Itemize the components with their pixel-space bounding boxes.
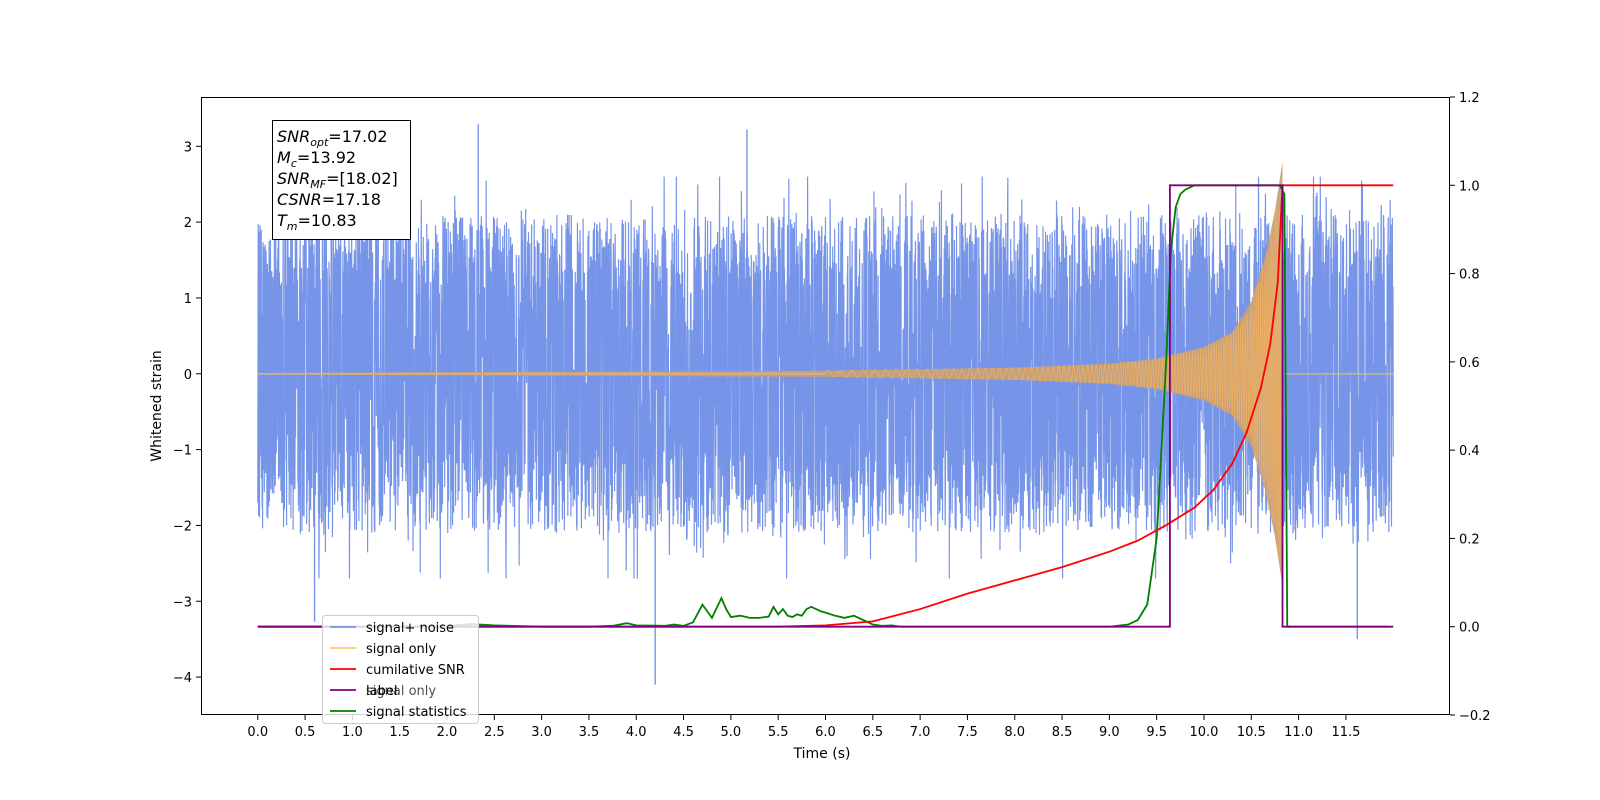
info-box-line: Tm=10.83 xyxy=(277,211,357,233)
y-tick-label: 0 xyxy=(184,368,192,383)
y-tick-label: −3 xyxy=(173,595,192,610)
y2-tick-label: 0.4 xyxy=(1459,444,1480,459)
x-tick-label: 6.5 xyxy=(862,725,883,740)
y2-tick-label: 1.0 xyxy=(1459,179,1480,194)
info-box-line: SNRMF=[18.02] xyxy=(277,169,398,191)
x-tick-label: 4.0 xyxy=(626,725,647,740)
y2-tick-label: 0.6 xyxy=(1459,356,1480,371)
x-tick-label: 6.0 xyxy=(815,725,836,740)
x-tick-label: 7.5 xyxy=(957,725,978,740)
y-tick-label: 1 xyxy=(184,292,192,307)
x-tick-label: 7.0 xyxy=(910,725,931,740)
y-axis-left: 3 2 1 0 −1 −2 −3 −4 xyxy=(173,140,201,686)
x-tick-label: 3.0 xyxy=(531,725,552,740)
y-tick-label: −2 xyxy=(173,519,192,534)
x-tick-label: 4.5 xyxy=(673,725,694,740)
legend-label: signal statistics xyxy=(366,705,467,720)
info-box: SNRopt=17.02Mc=13.92SNRMF=[18.02]CSNR=17… xyxy=(272,120,411,240)
y-tick-label: −1 xyxy=(173,444,192,459)
info-box-line: SNRopt=17.02 xyxy=(277,127,388,149)
legend-label: signal only xyxy=(366,642,436,657)
x-axis: 0.0 0.5 1.0 1.5 2.0 2.5 3.0 3.5 4.0 4.5 5.0 5.5 6.0 6… xyxy=(247,715,1360,740)
y2-tick-label: 0.0 xyxy=(1459,621,1480,636)
legend-label: label xyxy=(366,684,397,699)
x-tick-label: 9.5 xyxy=(1146,725,1167,740)
y2-tick-label: 0.8 xyxy=(1459,268,1480,283)
x-tick-label: 2.5 xyxy=(484,725,505,740)
legend-label: cumilative SNR xyxy=(366,663,465,678)
y2-tick-label: −0.2 xyxy=(1459,709,1491,724)
plot-frame xyxy=(201,97,1450,715)
y2-tick-label: 1.2 xyxy=(1459,91,1480,106)
x-tick-label: 0.5 xyxy=(295,725,316,740)
signal-only-line xyxy=(825,176,1283,567)
x-tick-label: 11.5 xyxy=(1331,725,1360,740)
x-tick-label: 5.0 xyxy=(721,725,742,740)
x-tick-label: 1.0 xyxy=(342,725,363,740)
x-tick-label: 11.0 xyxy=(1284,725,1313,740)
x-tick-label: 2.0 xyxy=(437,725,458,740)
label-line xyxy=(257,184,1394,628)
x-tick-label: 1.5 xyxy=(389,725,410,740)
legend-ghost-label: signal only xyxy=(366,684,436,699)
legend-label: signal+ noise xyxy=(366,621,454,636)
y-tick-label: −4 xyxy=(173,671,192,686)
info-box-frame xyxy=(272,120,411,240)
x-tick-label: 10.0 xyxy=(1190,725,1219,740)
info-box-line: CSNR=17.18 xyxy=(277,190,381,209)
legend-frame xyxy=(322,615,479,724)
x-tick-label: 3.5 xyxy=(579,725,600,740)
x-tick-label: 8.0 xyxy=(1004,725,1025,740)
info-box-line: Mc=13.92 xyxy=(277,148,356,170)
x-axis-label: Time (s) xyxy=(793,746,851,762)
y-axis-right: 1.2 1.0 0.8 0.6 0.4 0.2 0.0 −0.2 xyxy=(1450,91,1491,724)
legend: signal+ noise signal only cumilative SNR la… xyxy=(322,615,479,724)
x-tick-label: 0.0 xyxy=(247,725,268,740)
y-axis-label: Whitened strain xyxy=(149,350,165,461)
x-tick-label: 5.5 xyxy=(768,725,789,740)
x-tick-label: 10.5 xyxy=(1237,725,1266,740)
y-tick-label: 2 xyxy=(184,216,192,231)
right-axis-series xyxy=(257,184,1394,628)
x-tick-label: 9.0 xyxy=(1099,725,1120,740)
y-tick-label: 3 xyxy=(184,140,192,155)
y2-tick-label: 0.2 xyxy=(1459,532,1480,547)
plot-area xyxy=(257,124,1394,685)
x-tick-label: 8.5 xyxy=(1052,725,1073,740)
cumilative-snr-line xyxy=(257,184,1394,628)
